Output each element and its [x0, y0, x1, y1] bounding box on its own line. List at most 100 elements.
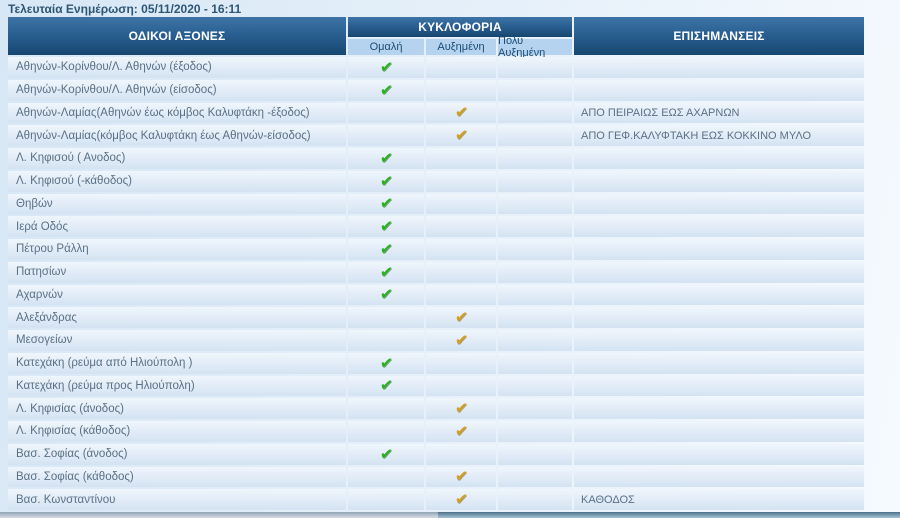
road-axis-label: Αθηνών-Λαμίας(κόμβος Καλυφτάκη έως Αθηνώ…	[8, 125, 346, 146]
last-update-value: 05/11/2020 - 16:11	[141, 2, 242, 16]
remark-label	[574, 375, 864, 397]
remark-label	[574, 261, 864, 283]
road-axis-label: Πατησίων	[8, 261, 346, 283]
traffic-table: ΟΔΙΚΟΙ ΑΞΟΝΕΣ ΚΥΚΛΟΦΟΡΙΑ ΕΠΙΣΗΜΑΝΣΕΙΣ Ομ…	[8, 17, 864, 510]
traffic-normal-cell: ✔	[348, 170, 424, 192]
check-increased-icon: ✔	[453, 422, 469, 440]
last-update-label: Τελευταία Ενημέρωση:	[8, 2, 138, 16]
traffic-increased-cell	[426, 375, 496, 397]
column-header-traffic-increased: Αυξημένη	[426, 39, 496, 55]
traffic-increased-cell	[426, 79, 496, 101]
road-axis-label: Αθηνών-Λαμίας(Αθηνών έως κόμβος Καλυφτάκ…	[8, 102, 346, 124]
check-increased-icon: ✔	[453, 309, 469, 327]
traffic-very-increased-cell	[498, 330, 572, 351]
road-axis-label: Θηβών	[8, 193, 346, 215]
traffic-increased-cell	[426, 216, 496, 237]
traffic-very-increased-cell	[498, 79, 572, 101]
traffic-normal-cell: ✔	[348, 57, 424, 78]
check-increased-icon: ✔	[453, 491, 469, 509]
traffic-very-increased-cell	[498, 216, 572, 237]
remark-label: ΚΑΘΟΔΟΣ	[574, 489, 864, 510]
traffic-very-increased-cell	[498, 284, 572, 306]
road-axis-label: Βασ. Σοφίας (άνοδος)	[8, 443, 346, 465]
check-normal-icon: ✔	[378, 218, 394, 236]
road-axis-label: Λ. Κηφισίας (κάθοδος)	[8, 421, 346, 442]
traffic-normal-cell	[348, 466, 424, 488]
bottom-divider-left	[0, 512, 438, 518]
traffic-increased-cell: ✔	[426, 330, 496, 351]
remark-label	[574, 421, 864, 442]
road-axis-label: Βασ. Σοφίας (κάθοδος)	[8, 466, 346, 488]
traffic-very-increased-cell	[498, 489, 572, 510]
traffic-increased-cell	[426, 170, 496, 192]
road-axis-label: Αλεξάνδρας	[8, 307, 346, 328]
remark-label	[574, 307, 864, 328]
road-axis-label: Λ. Κηφισίας (άνοδος)	[8, 398, 346, 419]
traffic-normal-cell: ✔	[348, 79, 424, 101]
traffic-increased-cell: ✔	[426, 125, 496, 146]
check-normal-icon: ✔	[378, 240, 394, 258]
traffic-normal-cell	[348, 102, 424, 124]
check-normal-icon: ✔	[378, 445, 394, 463]
check-normal-icon: ✔	[378, 263, 394, 281]
traffic-normal-cell	[348, 307, 424, 328]
traffic-normal-cell: ✔	[348, 375, 424, 397]
remark-label: ΑΠΟ ΠΕΙΡΑΙΩΣ ΕΩΣ ΑΧΑΡΝΩΝ	[574, 102, 864, 124]
traffic-normal-cell: ✔	[348, 193, 424, 215]
traffic-normal-cell: ✔	[348, 239, 424, 260]
traffic-normal-cell: ✔	[348, 284, 424, 306]
remark-label: ΑΠΟ ΓΕΦ.ΚΑΛΥΦΤΑΚΗ ΕΩΣ ΚΟΚΚΙΝΟ ΜΥΛΟ	[574, 125, 864, 146]
road-axis-label: Λ. Κηφισού (-κάθοδος)	[8, 170, 346, 192]
column-header-road-axes: ΟΔΙΚΟΙ ΑΞΟΝΕΣ	[8, 17, 346, 55]
road-axis-label: Αχαρνών	[8, 284, 346, 306]
road-axis-label: Αθηνών-Κορίνθου/Λ. Αθηνών (είσοδος)	[8, 79, 346, 101]
check-normal-icon: ✔	[378, 81, 394, 99]
remark-label	[574, 193, 864, 215]
remark-label	[574, 330, 864, 351]
traffic-increased-cell	[426, 193, 496, 215]
column-header-traffic-group: ΚΥΚΛΟΦΟΡΙΑ	[348, 17, 572, 37]
bottom-divider-right	[438, 512, 900, 518]
traffic-normal-cell	[348, 421, 424, 442]
road-axis-label: Αθηνών-Κορίνθου/Λ. Αθηνών (έξοδος)	[8, 57, 346, 78]
check-normal-icon: ✔	[378, 58, 394, 76]
traffic-normal-cell	[348, 398, 424, 419]
traffic-increased-cell: ✔	[426, 102, 496, 124]
road-axis-label: Μεσογείων	[8, 330, 346, 351]
traffic-normal-cell	[348, 330, 424, 351]
traffic-increased-cell	[426, 284, 496, 306]
remark-label	[574, 352, 864, 374]
traffic-very-increased-cell	[498, 398, 572, 419]
traffic-very-increased-cell	[498, 352, 572, 374]
traffic-normal-cell: ✔	[348, 261, 424, 283]
remark-label	[574, 466, 864, 488]
traffic-very-increased-cell	[498, 102, 572, 124]
road-axis-label: Λ. Κηφισού ( Ανοδος)	[8, 148, 346, 169]
remark-label	[574, 79, 864, 101]
column-header-traffic-very-increased: Πολύ Αυξημένη	[498, 35, 572, 59]
last-update-line: Τελευταία Ενημέρωση: 05/11/2020 - 16:11	[8, 2, 241, 16]
traffic-very-increased-cell	[498, 57, 572, 78]
traffic-increased-cell	[426, 443, 496, 465]
traffic-increased-cell: ✔	[426, 466, 496, 488]
traffic-normal-cell: ✔	[348, 352, 424, 374]
check-normal-icon: ✔	[378, 377, 394, 395]
table-body: Αθηνών-Κορίνθου/Λ. Αθηνών (έξοδος) ✔ Αθη…	[8, 57, 864, 510]
traffic-very-increased-cell	[498, 261, 572, 283]
traffic-increased-cell: ✔	[426, 398, 496, 419]
traffic-very-increased-cell	[498, 443, 572, 465]
road-axis-label: Κατεχάκη (ρεύμα προς Ηλιούπολη)	[8, 375, 346, 397]
traffic-normal-cell: ✔	[348, 216, 424, 237]
check-normal-icon: ✔	[378, 195, 394, 213]
traffic-increased-cell: ✔	[426, 489, 496, 510]
column-header-remarks: ΕΠΙΣΗΜΑΝΣΕΙΣ	[574, 17, 864, 55]
check-increased-icon: ✔	[453, 400, 469, 418]
traffic-normal-cell	[348, 489, 424, 510]
traffic-increased-cell	[426, 261, 496, 283]
traffic-very-increased-cell	[498, 421, 572, 442]
remark-label	[574, 239, 864, 260]
traffic-increased-cell	[426, 239, 496, 260]
check-normal-icon: ✔	[378, 354, 394, 372]
check-normal-icon: ✔	[378, 149, 394, 167]
